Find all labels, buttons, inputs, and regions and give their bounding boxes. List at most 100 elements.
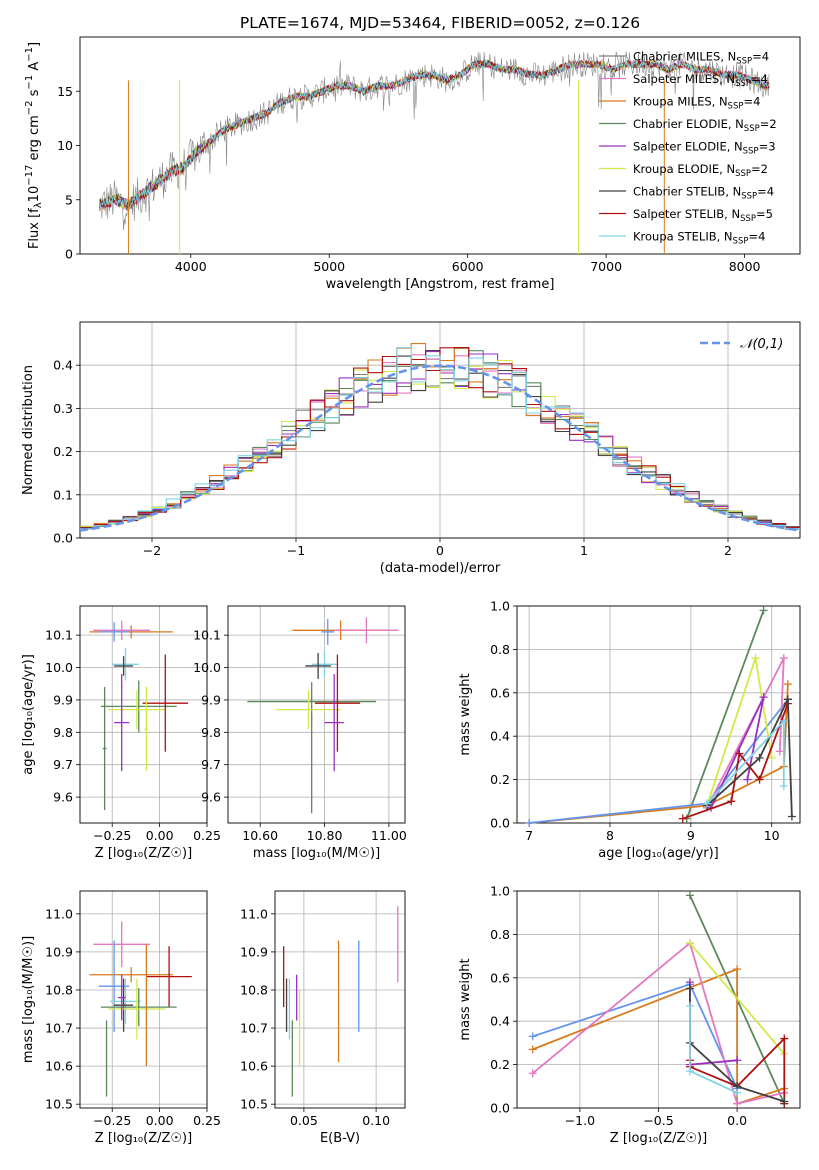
weight-series-1	[529, 684, 789, 824]
y-tick-label: 10.5	[240, 1097, 268, 1112]
normal-curve	[80, 364, 800, 532]
weight-marker	[783, 680, 792, 689]
y-tick-label: 10.7	[240, 1021, 268, 1036]
figure-title: PLATE=1674, MJD=53464, FIBERID=0052, z=0…	[240, 14, 640, 32]
legend-entry: Kroupa MILES, NSSP=4	[633, 95, 760, 112]
x-tick-label: 8	[606, 828, 614, 843]
spectrum-lines	[99, 51, 770, 254]
y-tick-label: 5	[65, 192, 73, 207]
y-tick-label: 10.9	[45, 944, 73, 959]
y-tick-label: 10.8	[240, 982, 268, 997]
weight-marker	[779, 782, 788, 791]
age_vs_mass-errorbars	[247, 617, 399, 814]
y-tick-label: 9.7	[201, 757, 221, 772]
y-tick-label: 10.7	[45, 1021, 73, 1036]
y-tick-label: 10.5	[45, 1097, 73, 1112]
weight_vs_age-axes: 7 8 9 10 0.0 0.2 0.4 0.6 0.8 1.0 age [log₁₀(age/yr…	[458, 599, 801, 861]
axes-frame	[274, 890, 406, 1109]
y-tick-label: 9.7	[53, 757, 73, 772]
x-tick-label: 4000	[175, 259, 207, 274]
x-tick-label: 7	[525, 828, 533, 843]
weight-marker	[779, 717, 788, 726]
spectrum-legend: Chabrier MILES, NSSP=4 Salpeter MILES, NS…	[599, 50, 777, 247]
weight-marker	[743, 775, 752, 784]
legend-entry: Salpeter STELIB, NSSP=5	[633, 207, 773, 224]
y-tick-label: 0.8	[490, 642, 510, 657]
y-tick-label: 10.0	[45, 660, 73, 675]
axes-frame	[79, 605, 208, 824]
y-tick-label: 10	[57, 138, 73, 153]
mass_vs_z-errorbars	[89, 921, 192, 1097]
x-tick-label: −0.25	[93, 828, 131, 843]
x-tick-label: 1	[580, 543, 588, 558]
y-tick-label: 0.2	[490, 1057, 510, 1072]
x-tick-label: 10.80	[307, 828, 343, 843]
x-tick-label: 9	[687, 828, 695, 843]
x-axis-label: E(B-V)	[320, 1131, 360, 1146]
residuals-axes: −2 −1 0 1 2 0.0 0.1 0.2 0.3 0.4 (data-model)/error…	[21, 321, 801, 576]
y-tick-label: 0.0	[490, 816, 510, 831]
x-tick-label: 0.00	[146, 828, 174, 843]
x-tick-label: 8000	[729, 259, 761, 274]
weight-marker	[703, 799, 712, 808]
x-tick-label: −0.5	[643, 1113, 673, 1128]
histogram-series-5	[80, 359, 800, 531]
y-axis-label: mass [log₁₀(M/M☉)]	[21, 936, 36, 1063]
weight-marker	[685, 1002, 694, 1011]
x-axis-label: age [log₁₀(age/yr)]	[598, 846, 719, 861]
legend-entry: Kroupa STELIB, NSSP=4	[633, 230, 765, 247]
weight-marker	[733, 1099, 742, 1108]
ebv-axes: 0.05 0.10 10.5 10.6 10.7 10.8 10.9 11.0 E(B-V)	[240, 890, 406, 1146]
y-tick-label: 0.8	[490, 927, 510, 942]
y-tick-label: 0.2	[53, 444, 73, 459]
x-tick-label: 11.00	[371, 828, 407, 843]
histogram-series-4	[80, 351, 800, 531]
weight-marker	[525, 819, 534, 827]
x-axis-label: wavelength [Angstrom, rest frame]	[326, 277, 555, 292]
y-tick-label: 10.0	[193, 660, 221, 675]
y-axis-label: mass weight	[458, 958, 473, 1040]
axes-frame	[516, 605, 801, 824]
x-tick-label: −1.0	[565, 1113, 595, 1128]
y-tick-label: 0.1	[53, 487, 73, 502]
weight-marker	[685, 939, 694, 948]
weight_vs_z-lines	[528, 891, 789, 1108]
weight-series-3	[532, 941, 785, 1105]
x-axis-label: mass [log₁₀(M/M☉)]	[253, 846, 380, 861]
y-tick-label: 15	[57, 84, 73, 99]
weight-series-0	[685, 609, 765, 820]
axes-frame	[227, 605, 406, 824]
axes-frame	[516, 890, 801, 1109]
x-tick-label: −2	[143, 543, 161, 558]
y-tick-label: 1.0	[490, 884, 510, 899]
weight-marker	[759, 693, 768, 702]
weight_vs_age-lines	[525, 606, 796, 827]
weight_vs_z-axes: −1.0 −0.5 0.0 0.0 0.2 0.4 0.6 0.8 1.0 Z [log₁₀(Z/…	[458, 884, 801, 1146]
x-axis-label: (data-model)/error	[380, 561, 501, 576]
y-tick-label: 10.8	[45, 982, 73, 997]
histogram-series-6	[80, 349, 800, 532]
x-tick-label: 6000	[452, 259, 484, 274]
spectrum-axes: 4000 5000 6000 7000 8000 0 5 10 15 wavelength [An…	[24, 36, 801, 292]
y-tick-label: 0.4	[490, 729, 510, 744]
y-tick-label: 10.1	[45, 628, 73, 643]
weight-marker	[755, 753, 764, 762]
weight-marker	[733, 1056, 742, 1065]
y-tick-label: 9.9	[53, 692, 73, 707]
y-tick-label: 0.4	[490, 1014, 510, 1029]
weight-marker	[685, 984, 694, 993]
x-tick-label: 0	[436, 543, 444, 558]
weight-series-7	[706, 698, 793, 817]
y-axis-label: mass weight	[458, 673, 473, 755]
y-tick-label: 0.6	[490, 970, 510, 985]
x-tick-label: 0.25	[193, 1113, 221, 1128]
weight-marker	[727, 797, 736, 806]
spectrum-series-0	[99, 51, 770, 231]
histogram-series-7	[80, 346, 800, 532]
y-tick-label: 0.6	[490, 685, 510, 700]
ebv-errorbars	[283, 906, 399, 1097]
x-tick-label: 0.00	[146, 1113, 174, 1128]
x-tick-label: 5000	[313, 259, 345, 274]
histogram-series-0	[80, 347, 800, 532]
